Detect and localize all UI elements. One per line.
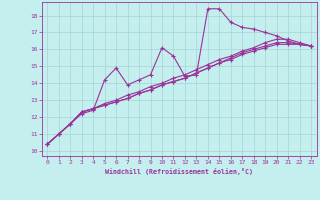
X-axis label: Windchill (Refroidissement éolien,°C): Windchill (Refroidissement éolien,°C) xyxy=(105,168,253,175)
